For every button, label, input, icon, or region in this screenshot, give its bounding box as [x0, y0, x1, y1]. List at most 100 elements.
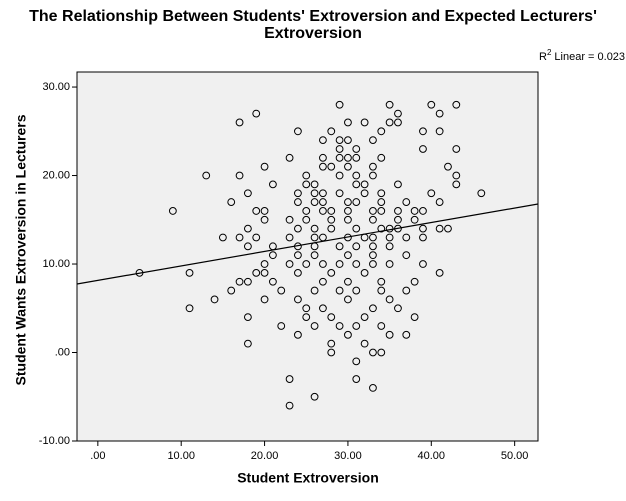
point: [360, 313, 369, 322]
point: [344, 207, 352, 215]
x-tick-label: 20.00: [251, 450, 279, 462]
point: [252, 268, 261, 277]
point: [243, 189, 252, 198]
point: [335, 145, 344, 153]
point: [294, 268, 302, 277]
point: [344, 295, 352, 304]
point: [352, 145, 361, 153]
point: [352, 286, 361, 295]
x-tick-label: 50.00: [501, 450, 529, 462]
point: [402, 251, 411, 260]
annotation-sup: 2: [547, 48, 552, 57]
point: [410, 277, 419, 286]
point: [310, 224, 319, 233]
point: [385, 100, 394, 109]
point: [369, 207, 377, 215]
plot-area: [76, 71, 539, 442]
point: [444, 162, 452, 171]
point: [377, 198, 386, 206]
point: [369, 251, 377, 260]
point: [260, 162, 269, 171]
point: [277, 322, 286, 330]
point: [377, 224, 386, 233]
point: [327, 339, 336, 348]
point: [235, 118, 244, 127]
point: [294, 127, 302, 136]
point: [310, 251, 319, 260]
point: [377, 277, 386, 286]
point: [352, 322, 361, 330]
point: [260, 215, 269, 224]
point: [302, 260, 311, 268]
point: [260, 268, 269, 277]
point: [302, 207, 311, 215]
point: [344, 153, 352, 162]
point: [335, 286, 344, 295]
point: [352, 242, 361, 251]
point: [235, 277, 244, 286]
y-axis-title: Student Wants Extroversion in Lecturers: [13, 114, 29, 385]
point: [252, 233, 261, 242]
point: [335, 171, 344, 180]
point: [369, 136, 377, 145]
point: [185, 268, 194, 277]
point: [419, 145, 427, 153]
point: [185, 304, 194, 313]
x-tick-label: 10.00: [167, 450, 195, 462]
point: [394, 118, 402, 127]
point: [452, 171, 461, 180]
point: [294, 330, 302, 339]
point: [419, 127, 427, 136]
point: [360, 180, 369, 189]
point: [369, 171, 377, 180]
point: [327, 207, 336, 215]
point: [260, 295, 269, 304]
x-tick-label: 30.00: [334, 450, 362, 462]
point: [260, 207, 269, 215]
x-axis-title: Student Extroversion: [237, 470, 379, 486]
point: [344, 198, 352, 206]
point: [352, 224, 361, 233]
y-tick-label: 20.00: [42, 169, 70, 181]
y-tick-label: .00: [55, 346, 70, 358]
point: [377, 189, 386, 198]
point: [285, 375, 294, 383]
x-tick-label: .00: [90, 450, 105, 462]
point: [352, 180, 361, 189]
point: [427, 189, 436, 198]
chart-title: Extroversion: [264, 25, 362, 42]
point: [335, 242, 344, 251]
point: [402, 198, 411, 206]
point: [402, 330, 411, 339]
point: [319, 304, 327, 313]
point: [369, 260, 377, 268]
point: [477, 189, 486, 198]
point: [269, 251, 277, 260]
chart-title: The Relationship Between Students' Extro…: [29, 8, 597, 25]
point: [410, 207, 419, 215]
point: [269, 180, 277, 189]
point: [419, 224, 427, 233]
annotation-text: Linear = 0.023: [554, 51, 625, 63]
point: [252, 207, 261, 215]
point: [369, 233, 377, 242]
point: [419, 260, 427, 268]
point: [327, 313, 336, 322]
point: [285, 233, 294, 242]
point: [435, 224, 444, 233]
point: [319, 136, 327, 145]
point: [294, 224, 302, 233]
point: [344, 277, 352, 286]
point: [327, 268, 336, 277]
point: [168, 207, 177, 215]
point: [377, 286, 386, 295]
point: [402, 286, 411, 295]
point: [227, 286, 236, 295]
point: [319, 153, 327, 162]
point: [218, 233, 227, 242]
point: [319, 198, 327, 206]
y-tick-label: 10.00: [42, 258, 70, 270]
point: [394, 304, 402, 313]
point: [385, 295, 394, 304]
